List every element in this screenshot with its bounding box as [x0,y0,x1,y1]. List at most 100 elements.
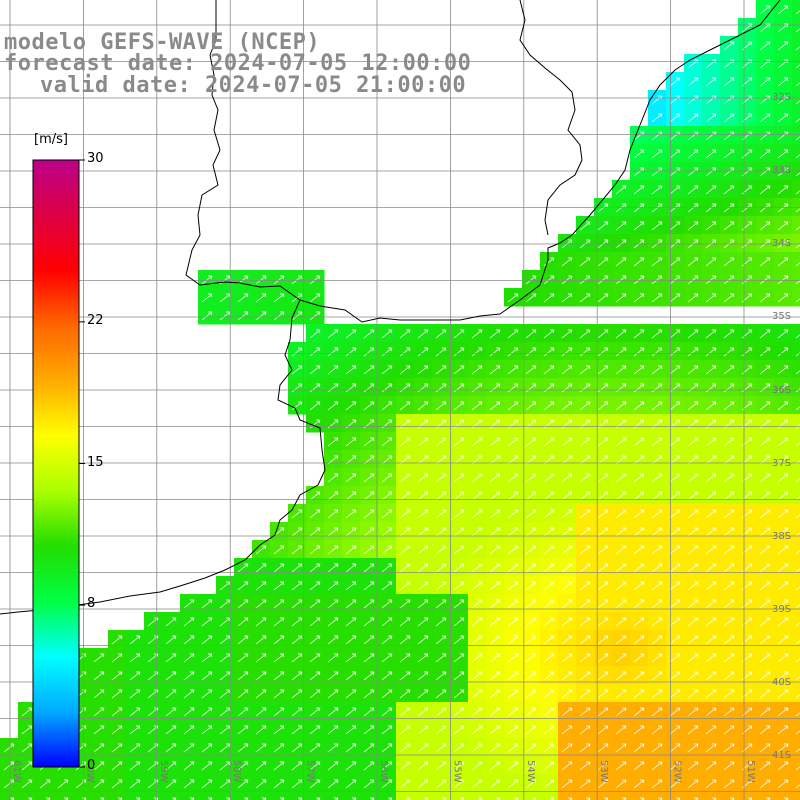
wind-speed-cell [792,576,800,595]
wind-speed-cell [666,486,685,505]
wind-speed-cell [360,522,379,541]
wind-speed-cell [486,342,505,361]
wind-speed-cell [594,414,613,433]
wind-arrow [381,473,393,483]
wind-speed-cell [576,756,595,775]
wind-speed-cell [540,504,559,523]
wind-speed-cell [360,324,379,343]
wind-arrow [345,509,357,519]
wind-arrow [417,581,429,591]
wind-speed-cell [306,576,325,595]
wind-speed-cell [468,414,487,433]
wind-speed-cell [486,774,505,793]
wind-speed-cell [630,504,649,523]
wind-speed-cell [792,756,800,775]
wind-speed-cell [756,396,775,415]
wind-arrow [453,635,465,645]
wind-arrow [129,761,141,771]
wind-arrow [525,689,537,699]
wind-arrow [615,203,627,213]
wind-speed-cell [576,252,595,271]
wind-speed-cell [504,756,523,775]
wind-arrow [777,5,789,15]
wind-arrow [651,347,663,357]
wind-arrow [381,491,393,501]
wind-speed-cell [360,432,379,451]
wind-speed-cell [648,684,667,703]
wind-speed-cell [522,414,541,433]
wind-speed-cell [522,324,541,343]
wind-arrow [759,617,771,627]
wind-speed-cell [270,702,289,721]
wind-arrow [507,365,519,375]
wind-speed-cell [432,684,451,703]
wind-arrow [651,545,663,555]
wind-arrow [597,221,609,231]
wind-arrow [759,779,771,789]
wind-speed-cell [432,702,451,721]
wind-speed-cell [684,234,703,253]
wind-arrow [255,275,267,285]
wind-arrow [435,635,447,645]
longitude-label: 51W [745,760,756,783]
wind-speed-cell [702,360,721,379]
wind-speed-cell [450,738,469,757]
wind-arrow [723,725,735,735]
wind-arrow [201,635,213,645]
wind-arrow [507,293,519,303]
wind-speed-cell [378,450,397,469]
wind-arrow [633,779,645,789]
wind-arrow [309,725,321,735]
wind-arrow [651,653,663,663]
wind-arrow [399,383,411,393]
wind-speed-cell [702,126,721,145]
wind-speed-cell [630,576,649,595]
wind-speed-cell [594,720,613,739]
wind-arrow [777,545,789,555]
wind-arrow [381,779,393,789]
wind-arrow [651,167,663,177]
wind-speed-cell [486,324,505,343]
wind-arrow [669,689,681,699]
wind-arrow [489,545,501,555]
wind-speed-cell [216,792,235,800]
wind-speed-cell [306,378,325,397]
wind-arrow [381,545,393,555]
wind-speed-cell [738,288,757,307]
wind-arrow [453,527,465,537]
wind-speed-cell [648,324,667,343]
wind-arrow [633,221,645,231]
wind-speed-cell [576,450,595,469]
wind-arrow [165,671,177,681]
wind-speed-cell [432,774,451,793]
wind-speed-cell [396,522,415,541]
wind-speed-cell [630,558,649,577]
wind-arrow [615,653,627,663]
wind-arrow [399,779,411,789]
wind-speed-cell [414,486,433,505]
wind-speed-cell [666,612,685,631]
wind-arrow [525,545,537,555]
wind-speed-cell [792,432,800,451]
wind-arrow [417,401,429,411]
wind-arrow [111,725,123,735]
wind-speed-cell [648,396,667,415]
wind-arrow [723,257,735,267]
wind-speed-cell [774,144,793,163]
wind-arrow [417,347,429,357]
wind-speed-cell [342,756,361,775]
wind-arrow [723,509,735,519]
wind-speed-cell [594,612,613,631]
wind-speed-cell [486,756,505,775]
wind-speed-cell [648,702,667,721]
wind-arrow [345,653,357,663]
wind-speed-cell [306,342,325,361]
wind-speed-cell [702,144,721,163]
wind-speed-cell [540,396,559,415]
wind-arrow [471,617,483,627]
wind-speed-cell [558,414,577,433]
wind-speed-cell [504,414,523,433]
wind-speed-cell [504,720,523,739]
wind-arrow [795,136,800,141]
wind-arrow [489,707,501,717]
